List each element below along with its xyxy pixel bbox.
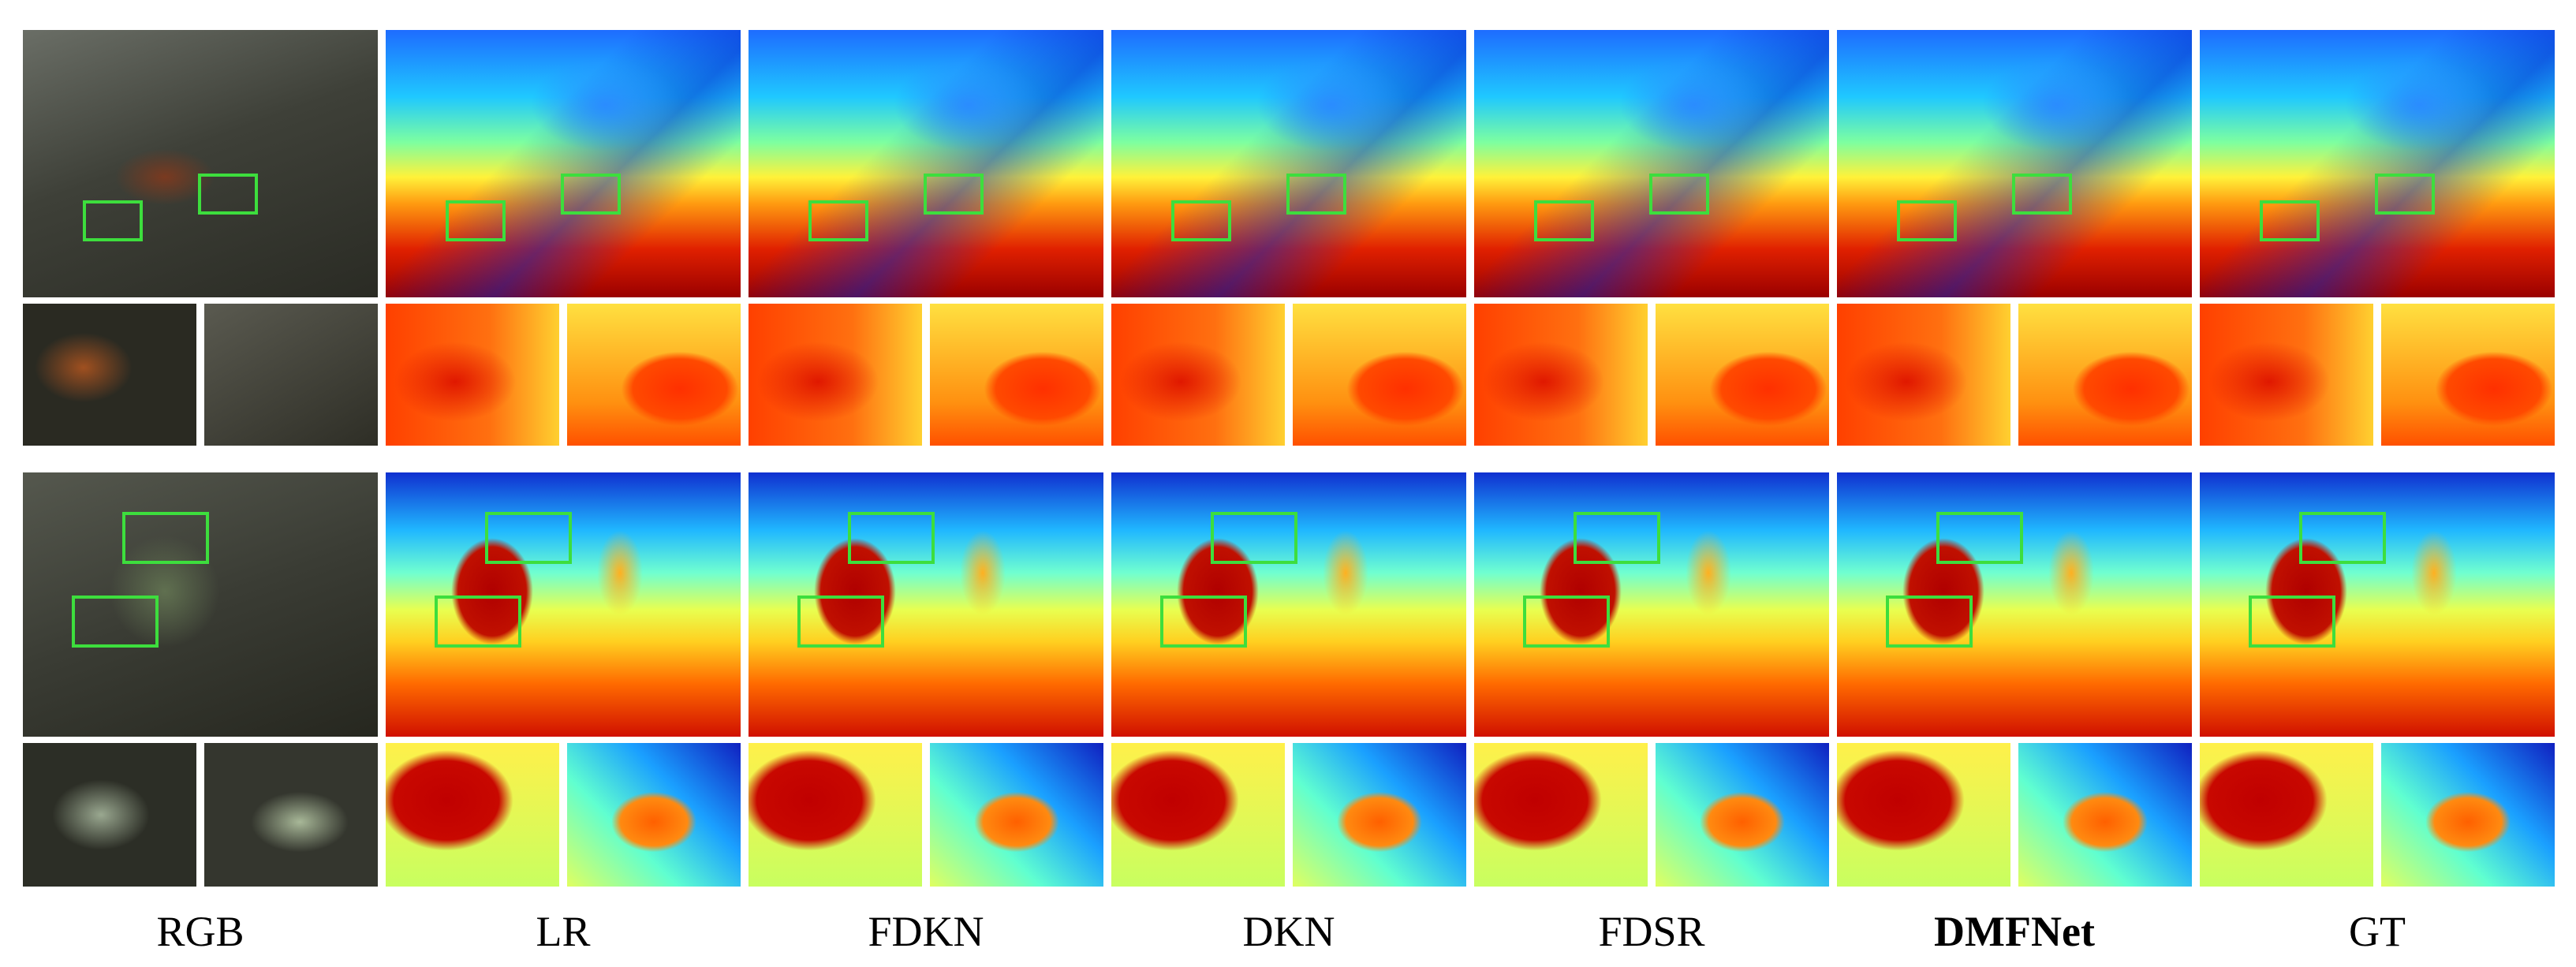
- zoom-crop: [2200, 304, 2373, 446]
- roi-box: [1649, 174, 1709, 215]
- rgb-image: [23, 472, 378, 737]
- zoom-crop: [204, 304, 378, 446]
- column-label: GT: [2349, 908, 2406, 955]
- depth-map: [1111, 30, 1466, 297]
- zoom-crop: [1111, 743, 1285, 887]
- roi-box: [83, 200, 143, 241]
- zoom-crop: [1656, 743, 1829, 887]
- depth-map: [386, 30, 741, 297]
- depth-map: [2200, 472, 2555, 737]
- roi-box: [2299, 512, 2386, 564]
- roi-box: [446, 200, 506, 241]
- zoom-crop: [1837, 304, 2010, 446]
- depth-map: [749, 30, 1103, 297]
- roi-box: [1160, 596, 1247, 648]
- zoom-crop: [23, 743, 196, 887]
- rgb-image: [23, 30, 378, 297]
- zoom-crop: [1293, 743, 1466, 887]
- column-label: RGB: [156, 908, 245, 955]
- column-label: LR: [536, 908, 591, 955]
- depth-map: [749, 472, 1103, 737]
- roi-box: [1886, 596, 1973, 648]
- zoom-crop: [204, 743, 378, 887]
- roi-box: [122, 512, 209, 564]
- roi-box: [1523, 596, 1610, 648]
- roi-box: [435, 596, 521, 648]
- roi-box: [72, 596, 159, 648]
- column-label: DKN: [1242, 908, 1335, 955]
- roi-box: [848, 512, 935, 564]
- zoom-crop: [2381, 743, 2555, 887]
- depth-map: [1111, 472, 1466, 737]
- roi-box: [1936, 512, 2023, 564]
- zoom-crop: [1837, 743, 2010, 887]
- column-label: DMFNet: [1934, 908, 2095, 955]
- zoom-crop: [930, 304, 1103, 446]
- roi-box: [1171, 200, 1231, 241]
- zoom-crop: [386, 304, 559, 446]
- depth-map: [1474, 472, 1829, 737]
- zoom-crop: [1293, 304, 1466, 446]
- zoom-crop: [386, 743, 559, 887]
- roi-box: [2249, 596, 2335, 648]
- zoom-crop: [930, 743, 1103, 887]
- depth-map: [386, 472, 741, 737]
- zoom-crop: [1474, 304, 1648, 446]
- depth-map: [1837, 472, 2192, 737]
- roi-box: [797, 596, 884, 648]
- zoom-crop: [1656, 304, 1829, 446]
- roi-box: [2260, 200, 2320, 241]
- zoom-crop: [2200, 743, 2373, 887]
- zoom-crop: [2018, 304, 2192, 446]
- zoom-crop: [567, 304, 741, 446]
- depth-map: [1837, 30, 2192, 297]
- roi-box: [2012, 174, 2072, 215]
- zoom-crop: [23, 304, 196, 446]
- roi-box: [808, 200, 868, 241]
- zoom-crop: [2018, 743, 2192, 887]
- zoom-crop: [567, 743, 741, 887]
- roi-box: [485, 512, 572, 564]
- roi-box: [924, 174, 984, 215]
- zoom-crop: [749, 743, 922, 887]
- column-label: FDSR: [1598, 908, 1705, 955]
- roi-box: [1286, 174, 1346, 215]
- roi-box: [1574, 512, 1660, 564]
- roi-box: [1897, 200, 1957, 241]
- roi-box: [561, 174, 621, 215]
- depth-map: [1474, 30, 1829, 297]
- zoom-crop: [2381, 304, 2555, 446]
- roi-box: [1211, 512, 1297, 564]
- column-label: FDKN: [868, 908, 984, 955]
- roi-box: [1534, 200, 1594, 241]
- zoom-crop: [1474, 743, 1648, 887]
- zoom-crop: [1111, 304, 1285, 446]
- roi-box: [198, 174, 258, 215]
- zoom-crop: [749, 304, 922, 446]
- depth-map: [2200, 30, 2555, 297]
- roi-box: [2375, 174, 2435, 215]
